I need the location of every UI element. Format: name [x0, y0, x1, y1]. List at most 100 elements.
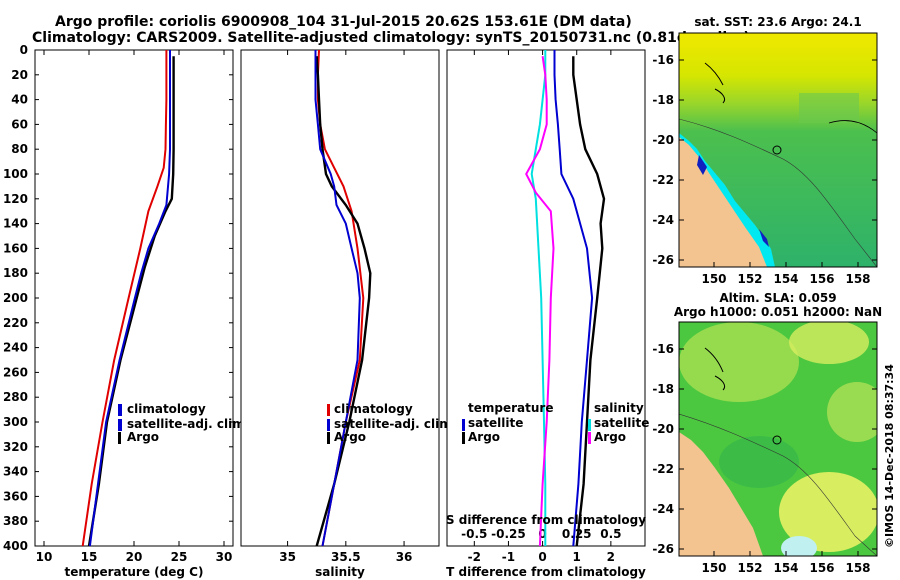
lat-tick-label: -26 [652, 253, 674, 267]
lat-tick-label: -20 [652, 422, 674, 436]
legend-s-argo: Argo [594, 430, 626, 444]
lat-tick-label: -26 [652, 542, 674, 556]
temperature-legend: climatology satellite-adj. clim. Argo [118, 402, 249, 444]
sla-lat-ticks: -16 -18 -20 -22 -24 -26 [652, 342, 877, 556]
salinity-axes-box [240, 49, 440, 547]
temperature-tick-label: 15 [81, 550, 98, 564]
s-difference-tick-label: -0.25 [491, 527, 526, 541]
depth-tick-label: 300 [3, 415, 28, 429]
lat-tick-label: -22 [652, 173, 674, 187]
depth-tick-label: 380 [3, 514, 28, 528]
legend-s-satellite: satellite [594, 416, 649, 430]
legend-t-satellite: satellite [468, 416, 523, 430]
depth-tick-label: 80 [11, 142, 28, 156]
salinity-satellite-line [314, 50, 361, 547]
legend-clim-swatch [118, 404, 122, 416]
depth-tick-label: 200 [3, 291, 28, 305]
legend-t-argo-swatch [462, 432, 465, 444]
lon-tick-label: 158 [845, 561, 870, 575]
temperature-satellite-line [88, 50, 171, 547]
depth-tick-label: 180 [3, 266, 28, 280]
t-difference-tick-label: 0 [538, 550, 546, 564]
legend-t-sat-swatch [462, 419, 465, 431]
lat-tick-label: -18 [652, 93, 674, 107]
depth-tick-label: 40 [11, 93, 28, 107]
lon-tick-label: 150 [701, 561, 726, 575]
legend-argo: Argo [334, 430, 366, 444]
legend-temperature-title: temperature [468, 401, 553, 415]
sst-map-image [679, 33, 877, 267]
lon-tick-label: 156 [809, 272, 834, 286]
lat-tick-label: -16 [652, 342, 674, 356]
temperature-tick-label: 20 [126, 550, 143, 564]
legend-t-argo: Argo [468, 430, 500, 444]
lon-tick-label: 152 [737, 272, 762, 286]
legend-climatology: climatology [127, 402, 206, 416]
depth-tick-label: 160 [3, 241, 28, 255]
s-difference-tick-label: 0.25 [562, 527, 592, 541]
s-difference-ticks: -0.5 -0.25 0 0.25 0.5 [461, 527, 621, 541]
depth-tick-label: 340 [3, 465, 28, 479]
s-diff-satellite-line [530, 50, 547, 546]
sst-map-frame [678, 32, 878, 268]
legend-satellite: satellite-adj. clim. [127, 417, 249, 431]
legend-sat-swatch [327, 419, 330, 431]
sla-map: Altim. SLA: 0.059 Argo h1000: 0.051 h200… [652, 291, 882, 575]
header-line2: Climatology: CARS2009. Satellite-adjuste… [32, 30, 750, 46]
legend-argo-swatch [118, 432, 121, 444]
t-diff-argo-line [572, 56, 606, 547]
s-difference-tick-label: 0.5 [600, 527, 621, 541]
t-difference-tick-label: -2 [468, 550, 481, 564]
t-difference-ticks: -2 -1 0 1 2 [468, 50, 615, 564]
lat-tick-label: -18 [652, 382, 674, 396]
sst-lon-ticks: 150 152 154 156 158 [701, 262, 871, 286]
lat-tick-label: -24 [652, 213, 674, 227]
lat-tick-label: -20 [652, 133, 674, 147]
depth-tick-label: 260 [3, 365, 28, 379]
header-line1: Argo profile: coriolis 6900908_104 31-Ju… [55, 14, 632, 30]
lon-tick-label: 152 [737, 561, 762, 575]
t-difference-tick-label: 1 [573, 550, 581, 564]
t-diff-satellite-line [553, 50, 594, 547]
sla-map-image [679, 322, 877, 556]
salinity-xlabel: salinity [315, 565, 365, 579]
depth-tick-label: 60 [11, 117, 28, 131]
sla-map-frame [678, 321, 878, 557]
legend-climatology: climatology [334, 402, 413, 416]
t-difference-tick-label: 2 [607, 550, 615, 564]
salinity-argo-line [315, 56, 372, 547]
depth-tick-label: 120 [3, 192, 28, 206]
temperature-climatology-line [81, 50, 168, 547]
legend-s-argo-swatch [588, 432, 591, 444]
lon-tick-label: 150 [701, 272, 726, 286]
sst-lat-ticks: -16 -18 -20 -22 -24 -26 [652, 53, 877, 267]
sla-land [679, 432, 763, 556]
s-difference-tick-label: -0.5 [461, 527, 487, 541]
lat-tick-label: -16 [652, 53, 674, 67]
lon-tick-label: 154 [773, 561, 798, 575]
depth-tick-label: 140 [3, 217, 28, 231]
difference-axes-box [446, 49, 646, 547]
t-difference-xlabel: T difference from climatology [446, 565, 646, 579]
temperature-tick-label: 10 [36, 550, 53, 564]
lon-tick-label: 154 [773, 272, 798, 286]
legend-argo: Argo [127, 430, 159, 444]
sst-map-title: sat. SST: 23.6 Argo: 24.1 [694, 15, 861, 29]
legend-argo-swatch [327, 432, 330, 444]
temperature-ticks: 10 15 20 25 30 [36, 50, 232, 564]
legend-clim-swatch [327, 404, 330, 416]
salinity-panel: 35 35.5 36 climatology satellite-adj. clim… [240, 49, 456, 579]
depth-tick-label: 280 [3, 390, 28, 404]
salinity-legend: climatology satellite-adj. clim. Argo [327, 402, 456, 444]
legend-satellite: satellite-adj. clim. [334, 417, 456, 431]
difference-panel: -2 -1 0 1 2 -0.5 -0.25 0 0.25 0.5 temperature sa… [446, 49, 649, 579]
sla-map-title1: Altim. SLA: 0.059 [719, 291, 836, 305]
lon-tick-label: 156 [809, 561, 834, 575]
depth-tick-label: 360 [3, 489, 28, 503]
lon-tick-label: 158 [845, 272, 870, 286]
depth-tick-label: 400 [3, 539, 28, 553]
lat-tick-label: -24 [652, 502, 674, 516]
s-difference-label: S difference from climatology [446, 513, 646, 527]
sla-map-title2: Argo h1000: 0.051 h2000: NaN [674, 305, 882, 319]
